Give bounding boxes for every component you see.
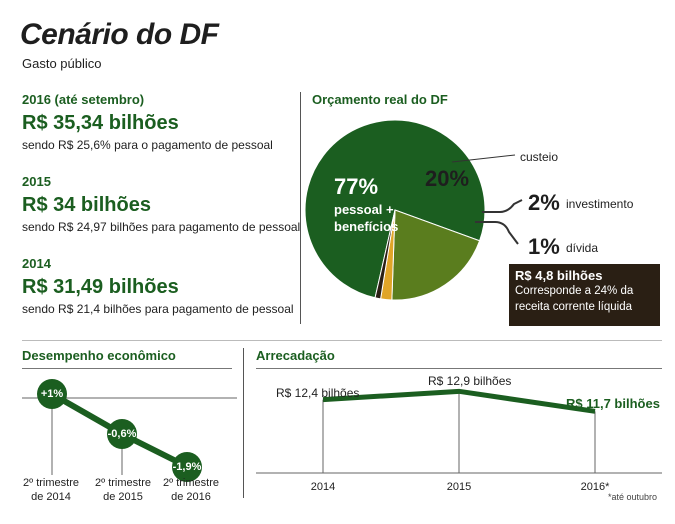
- arrecadacao-footnote: *até outubro: [608, 492, 658, 502]
- bottom-divider: [243, 348, 244, 498]
- column-divider: [300, 92, 301, 324]
- desempenho-underline: [22, 368, 232, 369]
- pie-slice-3: [374, 209, 396, 300]
- pie-slice-1: [391, 209, 481, 301]
- investimento-pct: 2%: [528, 190, 560, 215]
- arrecadacao-chart: [256, 388, 662, 474]
- orcamento-box-line2: receita corrente líquida: [515, 301, 632, 313]
- gasto-2015-note: sendo R$ 24,97 bilhões para pagamento de…: [22, 220, 301, 234]
- desempenho-xlabel-0: 2º trimestre de 2014: [23, 477, 79, 503]
- arrecadacao-xlabel-2: 2016*: [580, 481, 610, 493]
- divida-label: dívida: [566, 241, 599, 255]
- gasto-2016-note: sendo R$ 25,6% para o pagamento de pesso…: [22, 138, 273, 152]
- gasto-2016-period: 2016 (até setembro): [22, 92, 145, 107]
- pie-pct-pessoal: 77%: [334, 174, 379, 199]
- gasto-2015-period: 2015: [22, 174, 51, 189]
- pie-label-pessoal: pessoal + benefícios: [334, 202, 399, 234]
- arrecadacao-label-0: R$ 12,4 bilhões: [276, 386, 360, 400]
- investimento-label: investimento: [566, 197, 634, 211]
- arrecadacao-series-line: [322, 388, 596, 414]
- investimento-leader: [482, 199, 523, 213]
- arrecadacao-label-2: R$ 11,7 bilhões: [566, 396, 660, 411]
- desempenho-title: Desempenho econômico: [22, 348, 176, 363]
- page-title: Cenário do DF: [20, 18, 219, 51]
- arrecadacao-underline: [256, 368, 662, 369]
- orcamento-title: Orçamento real do DF: [312, 92, 448, 107]
- gasto-2014-period: 2014: [22, 256, 51, 271]
- custeio-leader: [451, 154, 516, 163]
- desempenho-xlabel-1: 2º trimestre de 2015: [95, 477, 151, 503]
- page-subtitle: Gasto público: [22, 56, 102, 71]
- gasto-2015-value: R$ 34 bilhões: [22, 194, 151, 216]
- pie-pct-custeio: 20%: [425, 166, 470, 191]
- divida-pct: 1%: [528, 234, 560, 259]
- custeio-label: custeio: [520, 150, 559, 164]
- orcamento-info-box: R$ 4,8 bilhões Corresponde a 24% da rece…: [509, 264, 660, 326]
- arrecadacao-xlabel-1: 2015: [446, 481, 472, 493]
- desempenho-point-2: -1,9%: [172, 451, 202, 482]
- orcamento-box-line1: Corresponde a 24% da: [515, 285, 634, 297]
- gasto-2016-value: R$ 35,34 bilhões: [22, 112, 179, 134]
- gasto-2014-note: sendo R$ 21,4 bilhões para pagamento de …: [22, 302, 294, 316]
- desempenho-xlabel-2: 2º trimestre de 2016: [163, 477, 219, 503]
- divida-leader: [475, 221, 519, 245]
- pie-slice-0: [304, 119, 486, 299]
- section-divider: [22, 340, 662, 341]
- orcamento-box-value: R$ 4,8 bilhões: [515, 268, 603, 283]
- desempenho-point-0: +1%: [37, 379, 67, 409]
- arrecadacao-title: Arrecadação: [256, 348, 335, 363]
- arrecadacao-label-1: R$ 12,9 bilhões: [428, 374, 512, 388]
- desempenho-point-1: -0,6%: [107, 419, 137, 449]
- pie-chart: [304, 119, 523, 301]
- arrecadacao-xlabel-0: 2014: [310, 481, 336, 493]
- gasto-2014-value: R$ 31,49 bilhões: [22, 276, 179, 298]
